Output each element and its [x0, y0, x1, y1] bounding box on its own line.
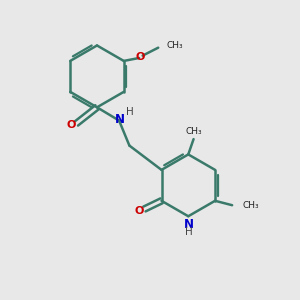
- Text: N: N: [115, 113, 125, 126]
- Text: H: H: [125, 107, 133, 117]
- Text: CH₃: CH₃: [242, 201, 259, 210]
- Text: O: O: [134, 206, 144, 215]
- Text: CH₃: CH₃: [185, 127, 202, 136]
- Text: N: N: [184, 218, 194, 231]
- Text: H: H: [185, 227, 193, 237]
- Text: O: O: [66, 120, 76, 130]
- Text: CH₃: CH₃: [167, 41, 183, 50]
- Text: O: O: [135, 52, 145, 62]
